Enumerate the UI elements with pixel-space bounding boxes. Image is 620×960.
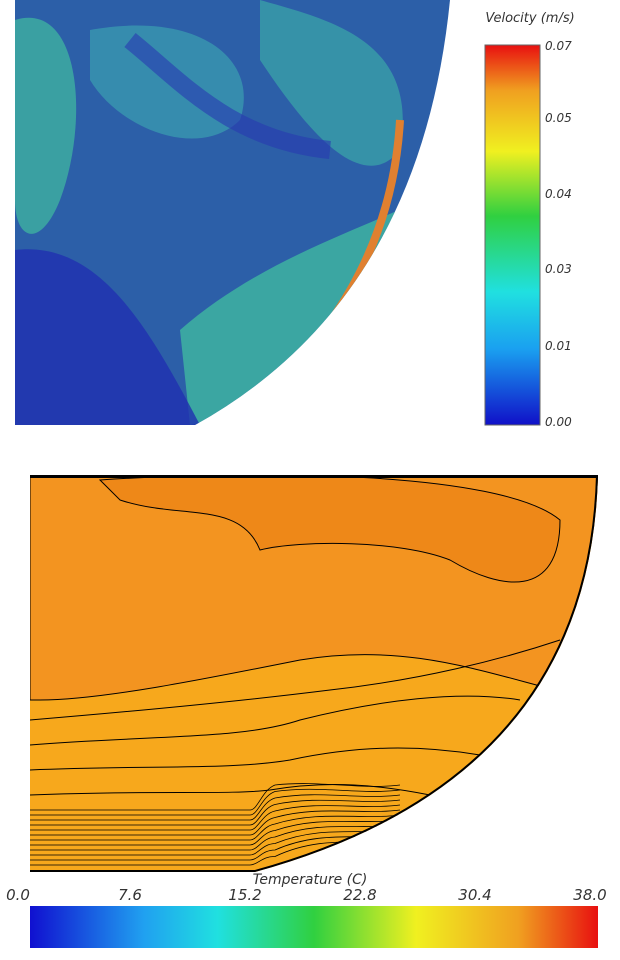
- velocity-field: [15, 0, 450, 425]
- velocity-tick-label: 0.00: [545, 415, 572, 429]
- temperature-tick-label: 7.6: [118, 886, 142, 904]
- contour-line: [30, 814, 401, 841]
- contour-line: [30, 809, 401, 836]
- velocity-ticks: 0.07 0.05 0.04 0.03 0.01 0.00: [545, 39, 572, 429]
- velocity-tick-label: 0.04: [545, 187, 572, 201]
- temperature-colorbar-title: Temperature (C): [253, 872, 368, 888]
- temperature-ticks: 0.0 7.6 15.2 22.8 30.4 38.0: [6, 886, 607, 904]
- velocity-colorbar-title: Velocity (m/s): [485, 11, 574, 26]
- temperature-tick-label: 38.0: [573, 886, 606, 904]
- contour-line: [30, 783, 401, 811]
- contour-line: [30, 788, 401, 816]
- velocity-colorbar: [484, 44, 541, 426]
- temperature-field: [30, 475, 598, 872]
- velocity-tick-label: 0.05: [545, 111, 572, 125]
- velocity-tick-label: 0.01: [545, 339, 572, 353]
- contour-line: [30, 794, 401, 821]
- temperature-colorbar: [30, 906, 598, 948]
- velocity-tick-label: 0.03: [545, 262, 572, 276]
- temperature-tick-label: 22.8: [343, 886, 376, 904]
- contour-line: [30, 799, 401, 826]
- temperature-tick-label: 15.2: [228, 886, 261, 904]
- contour-line: [30, 824, 401, 851]
- temperature-tick-label: 0.0: [6, 886, 30, 904]
- velocity-tick-label: 0.07: [545, 39, 572, 53]
- contour-line: [30, 804, 401, 831]
- temperature-tick-label: 30.4: [458, 886, 491, 904]
- contour-line: [30, 819, 401, 846]
